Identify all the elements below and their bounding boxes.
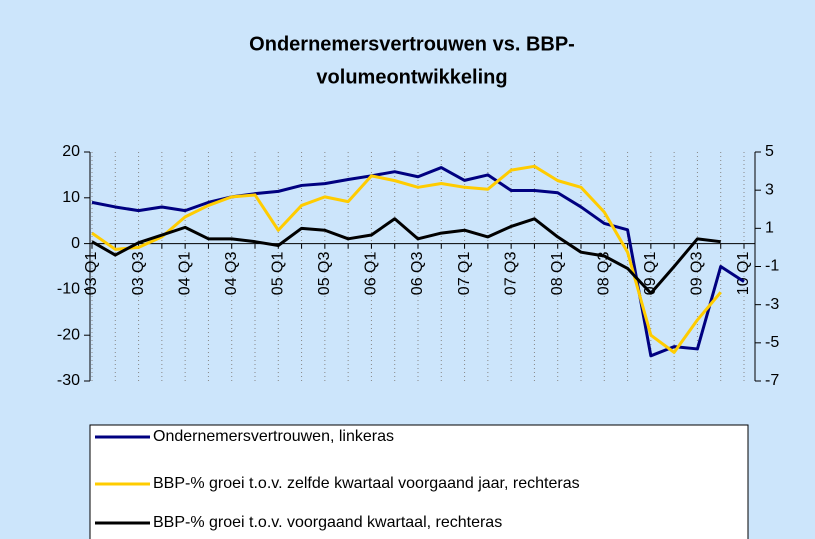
x-tick-label: 06 Q1 <box>363 252 380 296</box>
series-line <box>91 217 721 295</box>
x-tick-label: 04 Q1 <box>176 252 193 296</box>
x-tick-label: 09 Q1 <box>642 252 659 296</box>
y-tick-label: 20 <box>62 143 80 160</box>
y2-tick-label: 3 <box>765 181 774 198</box>
series-line <box>91 164 722 354</box>
y2-tick-label: 1 <box>765 220 774 237</box>
legend-label: Ondernemersvertrouwen, linkeras <box>153 428 394 445</box>
chart-title: Ondernemersvertrouwen vs. BBP- <box>249 33 575 55</box>
x-tick-label: 05 Q1 <box>270 252 287 296</box>
y-tick-label: -10 <box>57 281 80 298</box>
x-tick-label: 03 Q3 <box>130 252 147 296</box>
y-tick-label: 10 <box>62 189 80 206</box>
x-tick-label: 06 Q3 <box>409 252 426 296</box>
x-tick-label: 07 Q3 <box>502 252 519 296</box>
y2-tick-label: 5 <box>765 143 774 160</box>
x-tick-label: 10 Q1 <box>735 252 752 296</box>
y2-tick-label: -1 <box>765 258 779 275</box>
y-tick-label: -20 <box>57 326 80 343</box>
y2-tick-label: -5 <box>765 334 779 351</box>
legend-label: BBP-% groei t.o.v. voorgaand kwartaal, r… <box>153 514 502 531</box>
y-tick-label: 0 <box>71 235 80 252</box>
x-tick-label: 09 Q3 <box>689 252 706 296</box>
legend-label: BBP-% groei t.o.v. zelfde kwartaal voorg… <box>153 475 580 492</box>
y-tick-label: -30 <box>57 372 80 389</box>
legend <box>89 424 749 539</box>
x-tick-label: 07 Q1 <box>456 252 473 296</box>
x-tick-label: 04 Q3 <box>223 252 240 296</box>
x-tick-label: 05 Q3 <box>316 252 333 296</box>
y2-tick-label: -3 <box>765 296 779 313</box>
series-line <box>91 166 745 358</box>
chart-title: volumeontwikkeling <box>316 66 507 88</box>
x-tick-label: 08 Q1 <box>549 252 566 296</box>
y2-tick-label: -7 <box>765 372 779 389</box>
x-tick-label: 03 Q1 <box>83 252 100 296</box>
x-tick-label: 08 Q3 <box>596 252 613 296</box>
